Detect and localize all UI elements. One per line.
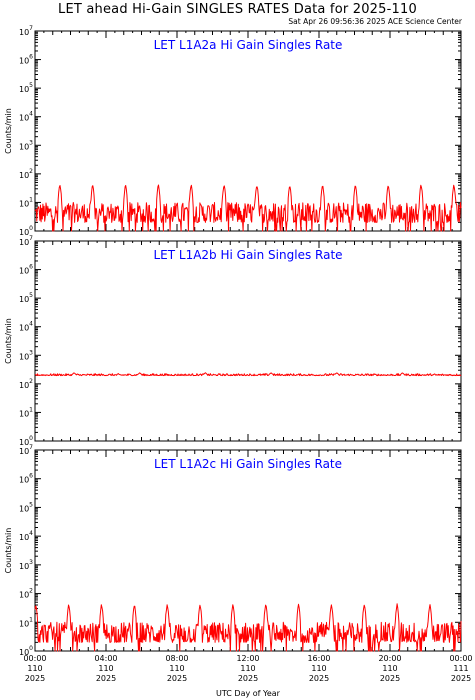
x-tick-day: 110 [169, 664, 184, 673]
y-tick-label: 103 [19, 139, 33, 151]
panel-3: 100 101 102 103 104 105 106 107 Counts/min LET L1… [4, 444, 462, 657]
y-tick-label: 105 [19, 292, 33, 304]
x-tick-year: 2025 [167, 674, 187, 683]
x-tick-day: 110 [311, 664, 326, 673]
x-tick-year: 2025 [25, 674, 45, 683]
y-axis-label: Counts/min [4, 318, 13, 364]
x-tick-year: 2025 [380, 674, 400, 683]
x-tick-year: 2025 [96, 674, 116, 683]
panel-title: LET L1A2c Hi Gain Singles Rate [154, 457, 342, 471]
y-tick-label: 100 [19, 645, 33, 657]
y-tick-label: 105 [19, 82, 33, 94]
series-line [34, 603, 462, 652]
x-tick-time: 16:00 [307, 654, 330, 663]
plot-frame [34, 240, 462, 442]
x-tick-time: 12:00 [236, 654, 259, 663]
y-tick-label: 103 [19, 559, 33, 571]
x-tick-day: 110 [98, 664, 113, 673]
y-axis-label: Counts/min [4, 528, 13, 574]
panel-2: 100 101 102 103 104 105 106 107 Counts/min LET L1… [4, 235, 462, 447]
y-tick-label: 100 [19, 435, 33, 447]
x-tick-time: 00:00 [23, 654, 46, 663]
y-tick-label: 101 [19, 616, 33, 628]
y-tick-label: 103 [19, 349, 33, 361]
y-tick-label: 102 [19, 168, 33, 180]
y-tick-label: 105 [19, 501, 33, 513]
x-tick-time: 04:00 [94, 654, 117, 663]
series-line [34, 372, 462, 377]
y-tick-label: 104 [19, 530, 33, 542]
panel-title: LET L1A2a Hi Gain Singles Rate [154, 38, 343, 52]
y-tick-label: 102 [19, 588, 33, 600]
x-tick-day: 110 [240, 664, 255, 673]
y-tick-label: 102 [19, 378, 33, 390]
timestamp: Sat Apr 26 09:56:36 2025 ACE Science Cen… [288, 17, 462, 26]
main-title: LET ahead Hi-Gain SINGLES RATES Data for… [58, 2, 417, 17]
plot-frame [34, 30, 462, 232]
x-axis-labels: 00:00110202504:00110202508:00110202512:0… [23, 654, 472, 698]
x-tick-time: 20:00 [378, 654, 401, 663]
x-tick-time: 08:00 [165, 654, 188, 663]
x-tick-year: 2025 [238, 674, 258, 683]
x-tick-day: 110 [382, 664, 397, 673]
y-axis-label: Counts/min [4, 108, 13, 154]
plot-frame [34, 449, 462, 652]
y-tick-label: 101 [19, 196, 33, 208]
panel-title: LET L1A2b Hi Gain Singles Rate [153, 248, 342, 262]
y-tick-label: 100 [19, 225, 33, 237]
y-tick-label: 104 [19, 111, 33, 123]
x-tick-time: 00:00 [449, 654, 472, 663]
y-tick-label: 106 [19, 264, 33, 276]
x-tick-day: 111 [453, 664, 468, 673]
x-axis-label: UTC Day of Year [216, 689, 281, 698]
series-line [34, 184, 462, 232]
y-tick-label: 107 [19, 235, 33, 247]
x-tick-year: 2025 [309, 674, 329, 683]
y-tick-label: 106 [19, 54, 33, 66]
panel-1: 100 101 102 103 104 105 106 107 Counts/min LET L1… [4, 25, 462, 237]
y-tick-label: 106 [19, 473, 33, 485]
y-tick-label: 101 [19, 406, 33, 418]
x-tick-year: 2025 [451, 674, 471, 683]
x-tick-day: 110 [27, 664, 42, 673]
y-tick-label: 104 [19, 321, 33, 333]
y-tick-label: 107 [19, 25, 33, 37]
y-tick-label: 107 [19, 444, 33, 456]
